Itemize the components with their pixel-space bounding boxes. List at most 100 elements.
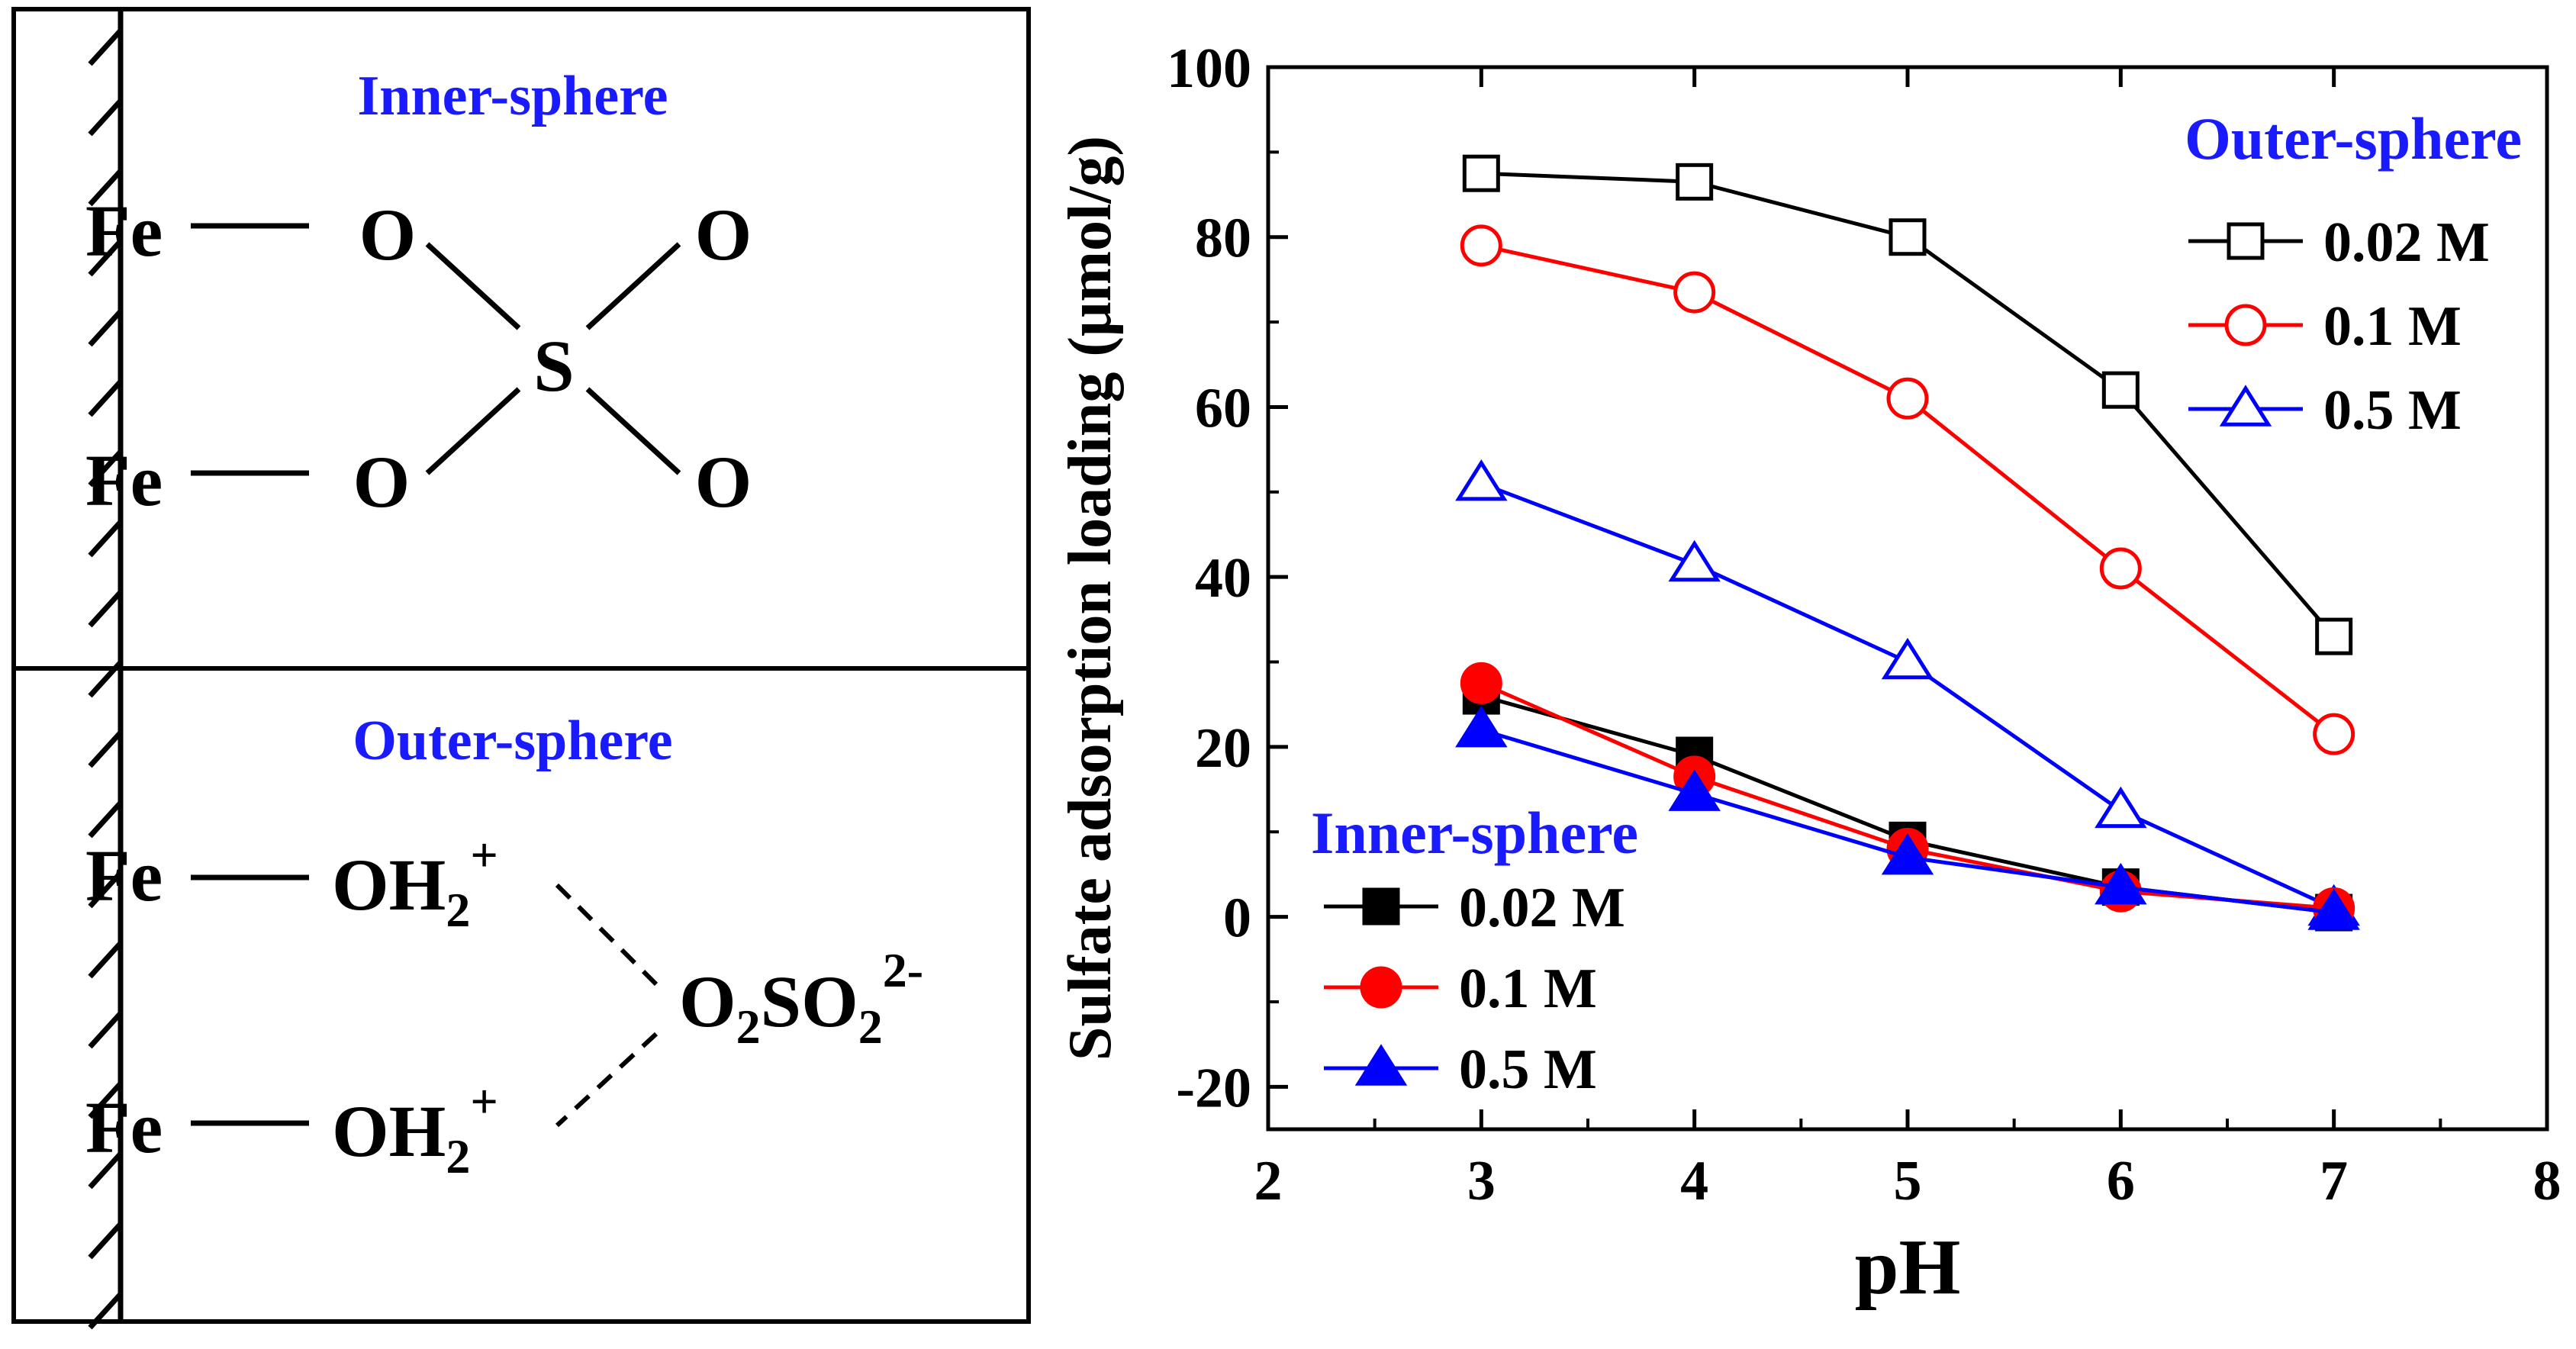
data-point: [1676, 163, 1714, 201]
axis-ticks: [1266, 65, 2549, 1129]
data-point: [1881, 832, 1934, 875]
data-point: [2315, 617, 2353, 655]
inner-o-right-bottom: O: [695, 441, 752, 523]
hatch-mark: [88, 1011, 123, 1049]
y-tick-label: 20: [1195, 717, 1251, 780]
legend-swatch-marker: [1362, 887, 1400, 926]
x-tick-label: 6: [2107, 1150, 2135, 1212]
series-inner-sphere05: [1455, 705, 2360, 930]
legend-swatch-marker: [2227, 222, 2265, 260]
data-point: [1455, 459, 1508, 501]
data-point: [2101, 371, 2140, 409]
hatch-mark: [88, 1081, 123, 1119]
outer-oh2-top: OH2+: [332, 828, 498, 937]
hatch-mark: [88, 379, 123, 417]
hatch-mark: [88, 309, 123, 347]
legend-swatch-marker: [2219, 385, 2272, 427]
outer-sphere-title-diagram: Outer-sphere: [353, 710, 672, 772]
hatch-mark: [88, 730, 123, 768]
outer-fe-bottom: Fe: [85, 1087, 163, 1168]
hatch-mark: [88, 239, 123, 277]
y-tick-label: 60: [1195, 377, 1251, 439]
data-point: [1460, 224, 1502, 267]
data-point: [2099, 547, 2142, 590]
inner-o-right-top: O: [695, 194, 752, 275]
data-point: [1462, 154, 1500, 192]
y-tick-label: 40: [1195, 547, 1251, 610]
legends: Outer-sphere Inner-sphere 0.02 M 0.1 M 0.5…: [1311, 105, 2522, 1101]
data-point: [1889, 218, 1927, 256]
series-outer-sphere002: [1462, 154, 2353, 655]
legend-entry-label: 0.1 M: [1459, 958, 1597, 1020]
data-point: [1455, 705, 1508, 748]
series-outer-sphere01: [1460, 224, 2355, 755]
data-point: [2095, 786, 2147, 829]
data-point: [2313, 713, 2355, 755]
hatch-mark: [88, 28, 123, 66]
hatch-mark: [88, 941, 123, 979]
axis-tick-labels: 2 3 4 5 6 7 8 -20 0 20 40 60 80 100: [1167, 37, 2562, 1212]
hatch-mark: [88, 1222, 123, 1260]
hatch-mark: [88, 98, 123, 137]
data-point: [1886, 377, 1929, 420]
hatch-mark: [88, 660, 123, 698]
inner-bond-s-o2: [585, 242, 681, 330]
inner-bond-s-o1: [425, 242, 521, 330]
data-point: [1881, 637, 1934, 680]
inner-o-left-bottom: O: [353, 441, 411, 523]
data-point: [1668, 769, 1721, 811]
legend-entry-label: 0.1 M: [2323, 295, 2462, 358]
series-layer: [1455, 154, 2360, 932]
y-tick-label: 80: [1195, 208, 1251, 270]
x-tick-label: 2: [1254, 1150, 1283, 1212]
legend-swatch-marker: [1360, 966, 1402, 1009]
inner-fe-bottom: Fe: [85, 439, 163, 521]
hatch-mark: [88, 1292, 123, 1330]
legend-entry-label: 0.5 M: [2323, 379, 2462, 442]
mechanism-diagram: Inner-sphere Fe O O S Fe O O Outer-spher…: [11, 7, 1031, 1330]
legend-inner-title: Inner-sphere: [1311, 800, 1638, 866]
y-tick-label: 0: [1223, 887, 1251, 950]
outer-hbond-bottom: [555, 1032, 658, 1128]
data-point: [2095, 862, 2147, 905]
hatch-mark: [88, 1151, 123, 1190]
y-tick-label: -20: [1176, 1057, 1251, 1119]
outer-oh2-bottom: OH2+: [332, 1074, 498, 1183]
legend-swatch-marker: [1354, 1044, 1408, 1086]
outer-hbond-top: [555, 883, 658, 987]
y-axis-label: Sulfate adsorption loading (μmol/g): [1057, 136, 1124, 1061]
outer-sulfate-ion: O2SO22-: [679, 943, 923, 1054]
y-tick-label: 100: [1167, 37, 1251, 100]
legend-swatch-marker: [2224, 304, 2267, 346]
data-point: [2307, 888, 2360, 930]
legend-entry-label: 0.02 M: [2323, 211, 2490, 274]
inner-bond-s-o4: [585, 387, 681, 475]
legend-outer-title: Outer-sphere: [2185, 105, 2522, 172]
x-tick-label: 8: [2533, 1150, 2562, 1212]
hatch-mark: [88, 449, 123, 488]
x-tick-label: 3: [1467, 1150, 1496, 1212]
inner-fe-top: Fe: [85, 190, 163, 272]
series-outer-sphere05: [1455, 459, 2360, 926]
diagram-frame: [11, 7, 1031, 1324]
adsorption-chart: 2 3 4 5 6 7 8 -20 0 20 40 60 80 100 pH Sulfate adsorp…: [1057, 37, 2562, 1311]
hatch-mark: [88, 590, 123, 628]
hatch-mark: [88, 169, 123, 207]
outer-fe-top: Fe: [85, 835, 163, 916]
inner-sphere-title: Inner-sphere: [358, 65, 668, 127]
x-axis-label: pH: [1855, 1223, 1961, 1311]
x-tick-label: 7: [2320, 1150, 2348, 1212]
inner-o-left-top: O: [359, 194, 417, 275]
hatch-mark: [88, 871, 123, 909]
data-point: [1673, 271, 1716, 314]
hatch-mark: [88, 800, 123, 839]
surface-hatching: [88, 28, 123, 1330]
x-tick-label: 4: [1680, 1150, 1708, 1212]
data-point: [1460, 662, 1502, 704]
inner-sulfur: S: [533, 325, 574, 407]
data-point: [1668, 539, 1721, 582]
x-tick-label: 5: [1894, 1150, 1922, 1212]
legend-entry-label: 0.5 M: [1459, 1038, 1597, 1101]
hatch-mark: [88, 520, 123, 558]
inner-bond-s-o3: [425, 387, 521, 475]
